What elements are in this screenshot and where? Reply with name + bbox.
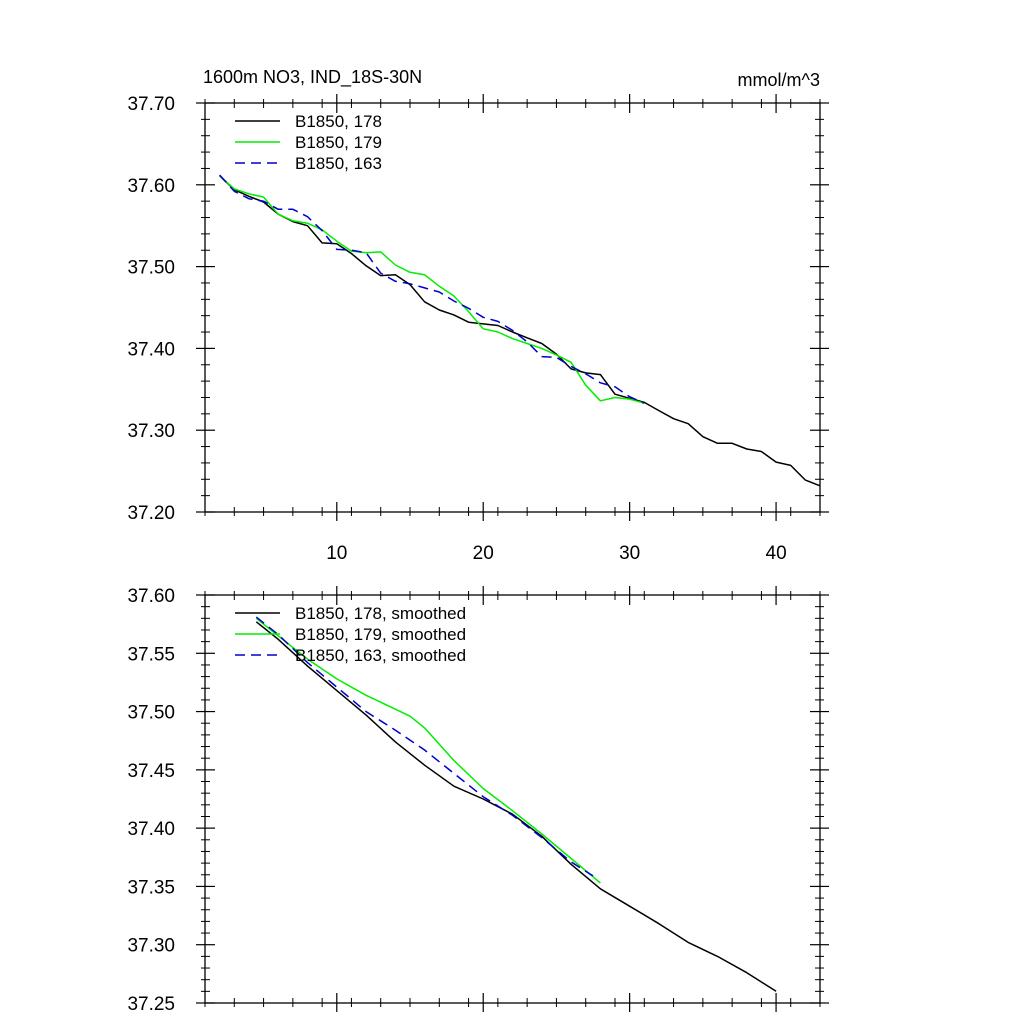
bottom-plot-frame [204,594,821,1004]
top-y-tick-label: 37.70 [127,94,175,115]
top-y-tick-label: 37.40 [127,339,175,360]
bottom-y-tick-label: 37.60 [127,586,175,607]
bottom-legend-label: B1850, 178, smoothed [295,604,466,623]
bottom-series-line-2 [255,617,601,884]
top-legend-label: B1850, 179 [295,133,382,152]
bottom-panel: 37.25 37.30 37.35 37.40 37.45 37.50 37.55 37.60… [127,586,829,1015]
chart-title: 1600m NO3, IND_18S-30N [203,67,422,88]
top-legend-label: B1850, 178 [295,112,382,131]
top-y-tick-label: 37.20 [127,503,175,524]
bottom-legend-label: B1850, 163, smoothed [295,646,466,665]
top-x-tick-label: 10 [326,543,347,564]
top-plot-frame [204,102,821,513]
bottom-ticks [196,586,829,1012]
top-y-tick-label: 37.60 [127,176,175,197]
bottom-series-lines [255,616,777,992]
top-ticks [196,94,829,521]
top-y-tick-label: 37.30 [127,421,175,442]
bottom-y-tick-label: 37.40 [127,819,175,840]
bottom-legend: B1850, 178, smoothed B1850, 179, smoothed… [235,604,466,665]
bottom-tick-labels: 37.25 37.30 37.35 37.40 37.45 37.50 37.55 37.60 [127,586,175,1015]
bottom-y-tick-label: 37.25 [127,994,175,1015]
bottom-y-tick-label: 37.30 [127,936,175,957]
bottom-y-tick-label: 37.35 [127,877,175,898]
top-series-lines [219,174,821,487]
bottom-y-tick-label: 37.50 [127,703,175,724]
top-tick-labels: 10 20 30 40 37.20 37.30 37.40 37.50 37.60 37.70 [127,94,786,564]
top-y-tick-label: 37.50 [127,258,175,279]
top-series-line-1 [219,175,821,487]
bottom-y-tick-label: 37.55 [127,644,175,665]
top-x-tick-label: 20 [473,543,494,564]
chart-units: mmol/m^3 [738,70,820,90]
top-panel: 10 20 30 40 37.20 37.30 37.40 37.50 37.60 37.70 B… [127,67,829,564]
top-x-tick-label: 30 [619,543,640,564]
bottom-legend-label: B1850, 179, smoothed [295,625,466,644]
bottom-y-tick-label: 37.45 [127,761,175,782]
top-series-line-3 [219,174,645,404]
bottom-series-line-3 [255,616,594,877]
top-series-line-2 [219,175,645,404]
top-legend-label: B1850, 163 [295,154,382,173]
top-x-tick-label: 40 [766,543,787,564]
top-legend: B1850, 178 B1850, 179 B1850, 163 [235,112,382,173]
bottom-series-line-1 [255,621,777,992]
